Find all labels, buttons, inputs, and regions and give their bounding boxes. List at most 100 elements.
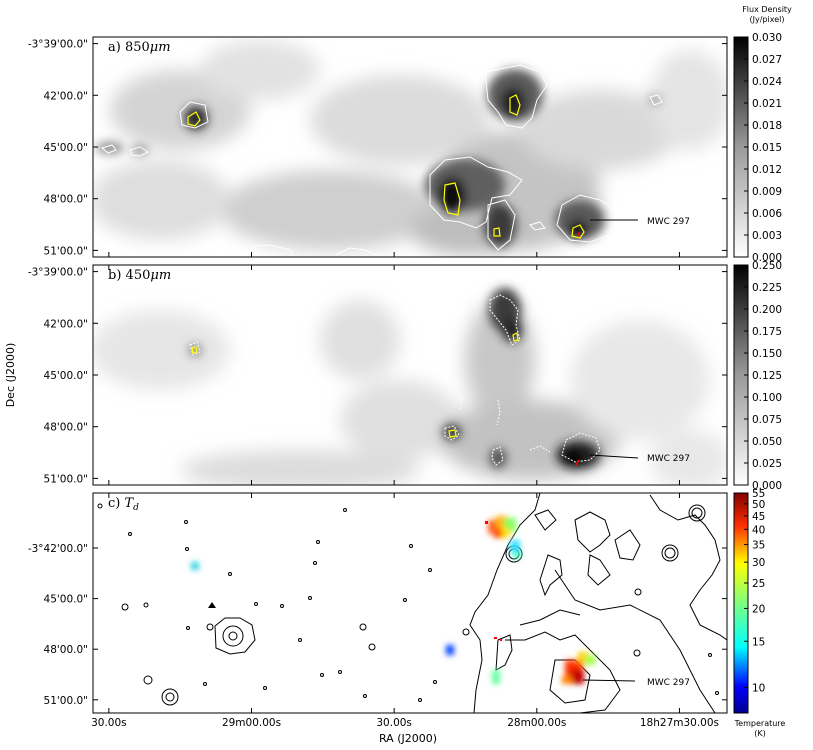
colorbar-a-title-line1: Flux Density [742,5,792,14]
colorbar-c-tick-label: 20 [752,603,765,615]
panel-c-label: c) Td [108,496,139,513]
colorbar-c-tick-label: 15 [752,636,765,648]
panel-b-y-tick-label: 48'00.0" [44,422,88,434]
panel-b-y-tick-label: -3°39'00.0" [28,267,88,279]
panel-b-label: b) 450μm [108,268,171,283]
panel-c: MWC 297 c) Td -3°42'00.0" 45'00.0" 48'00.0… [28,252,728,729]
panel-c-background [93,493,727,713]
colorbar-a-tick-label: 0.021 [752,98,782,110]
panel-a-unit: μm [150,40,171,55]
panel-b-wavelength: 450 [126,268,151,283]
panel-a-y-tick-label: 45'00.0" [44,142,88,154]
panel-c-source-label: MWC 297 [647,678,690,688]
colorbar-b-tick-label: 0.175 [752,326,782,338]
colorbar-b-tick-label: 0.050 [752,436,782,448]
x-ticks: 30.00s 29m00.00s 30.00s 28m00.00s 18h27m30.0… [91,252,719,729]
colorbar-c-tick-label: 25 [752,578,765,590]
panel-a-emission-map: MWC 297 [93,40,727,257]
panel-b-emission-map: MWC 297 [93,288,727,485]
colorbar-c-tick-label: 55 [752,488,765,500]
panel-c-source-pointer [582,679,636,682]
panel-b-mwc297-marker [575,459,580,466]
x-tick-label: 30.00s [91,717,127,729]
colorbar-b-tick-label: 0.250 [752,260,782,272]
colorbar-a-tick-label: 0.006 [752,208,782,220]
panel-c-red-dots [485,521,502,641]
colorbar-b-ticks: 0.250 0.225 0.200 0.175 0.150 0.125 0.100 0.075… [744,260,782,492]
panel-a-yellow-contours [187,94,585,239]
panel-b-y-tick-label: 51'00.0" [44,473,88,485]
panel-b-source-label: MWC 297 [647,454,690,464]
panel-a-y-tick-label: 51'00.0" [44,245,88,257]
panel-c-y-tick-label: -3°42'00.0" [28,543,88,555]
panel-a-mwc297-marker [576,231,581,237]
x-tick-label: 30.00s [376,717,412,729]
colorbar-c-bar [733,492,749,714]
colorbar-a-tick-label: 0.000 [752,252,782,264]
panel-c-y-ticks: -3°42'00.0" 45'00.0" 48'00.0" 51'00.0" [28,543,727,707]
colorbar-a-title-line2: (Jy/pixel) [750,15,785,24]
colorbar-b-tick-label: 0.225 [752,282,782,294]
colorbar-a-tick-label: 0.018 [752,120,782,132]
colorbar-b-tick-label: 0.200 [752,304,782,316]
panel-b-yellow-contours [191,332,519,438]
colorbar-a-tick-label: 0.015 [752,142,782,154]
panel-c-black-contours [97,493,727,713]
colorbar-a-tick-label: 0.003 [752,230,782,242]
panel-b: MWC 297 b) 450μm -3°39'00.0" 42'00.0" 45'0… [28,264,728,486]
colorbar-a-tick-label: 0.027 [752,54,782,66]
panel-a-source-label: MWC 297 [647,217,690,227]
colorbar-b-tick-label: 0.125 [752,370,782,382]
panel-a-label: a) 850μm [108,40,171,55]
panel-c-y-tick-label: 51'00.0" [44,695,88,707]
panel-b-prefix: b) [108,268,121,283]
x-axis-title: RA (J2000) [379,732,437,745]
x-tick-label: 18h27m30.00s [640,717,719,729]
panel-c-subscript: d [133,503,139,513]
panel-a-wavelength: 850 [125,40,150,55]
panel-a: MWC 297 a) 850μm -3°39'00.0" 42'00.0" 45'0… [28,36,728,258]
colorbar-a-tick-label: 0.012 [752,164,782,176]
colorbar-c-tick-label: 40 [752,524,765,536]
panel-c-prefix: c) [108,496,120,511]
colorbar-b-tick-label: 0.000 [752,480,782,492]
panel-a-y-tick-label: -3°39'00.0" [28,39,88,51]
panel-c-map: MWC 297 [97,493,727,713]
panel-c-triangle-marker [208,602,216,608]
colorbar-a-tick-label: 0.024 [752,76,782,88]
x-tick-label: 28m00.00s [507,717,566,729]
colorbar-c-tick-label: 45 [752,511,765,523]
panel-c-frame [92,492,728,714]
colorbar-a-ticks: 0.030 0.027 0.024 0.021 0.018 0.015 0.012 0.009… [744,32,782,264]
panel-c-temperature-pixels [191,516,595,684]
colorbar-c-tick-label: 10 [752,683,765,695]
colorbar-b-tick-label: 0.150 [752,348,782,360]
panel-a-y-tick-label: 42'00.0" [44,90,88,102]
panel-b-unit: μm [150,268,171,283]
colorbar-b: 0.250 0.225 0.200 0.175 0.150 0.125 0.100 0.075… [733,260,782,492]
panel-a-y-ticks: -3°39'00.0" 42'00.0" 45'00.0" 48'00.0" 51'00… [28,39,727,257]
x-tick-label: 29m00.00s [222,717,281,729]
panel-c-quantity: T [125,496,135,511]
colorbar-c-tick-label: 30 [752,557,765,569]
colorbar-c-tick-label: 35 [752,540,765,552]
panel-a-prefix: a) [108,40,121,55]
panel-b-white-contours [189,294,601,466]
colorbar-a-tick-label: 0.030 [752,32,782,44]
panel-b-y-tick-label: 45'00.0" [44,370,88,382]
colorbar-a: Flux Density (Jy/pixel) 0.030 0.027 0.024 0… [733,5,792,264]
panel-a-white-contours [100,64,663,257]
panel-b-y-ticks: -3°39'00.0" 42'00.0" 45'00.0" 48'00.0" 51'00… [28,267,727,485]
panel-a-y-tick-label: 48'00.0" [44,194,88,206]
panel-b-source-pointer [589,454,639,459]
colorbar-b-tick-label: 0.100 [752,392,782,404]
colorbar-c-title-line1: Temperature [734,719,786,728]
panel-c-y-tick-label: 48'00.0" [44,644,88,656]
panel-c-y-tick-label: 45'00.0" [44,594,88,606]
colorbar-b-tick-label: 0.075 [752,414,782,426]
y-axis-title: Dec (J2000) [4,343,17,408]
colorbar-c-tick-label: 50 [752,499,765,511]
